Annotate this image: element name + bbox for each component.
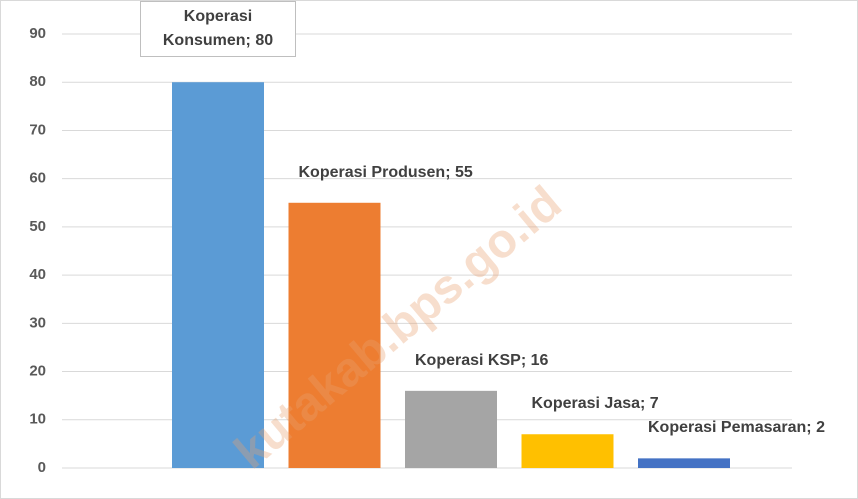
- y-tick-label: 70: [29, 121, 46, 138]
- y-tick-label: 0: [38, 459, 46, 476]
- data-label: Koperasi Pemasaran; 2: [648, 419, 825, 437]
- y-tick-label: 40: [29, 266, 46, 283]
- data-label: Koperasi Konsumen; 80: [140, 1, 296, 57]
- bar: [521, 434, 614, 468]
- y-tick-label: 60: [29, 170, 46, 187]
- data-label: Koperasi Jasa; 7: [531, 395, 659, 413]
- y-tick-label: 50: [29, 218, 46, 235]
- y-tick-label: 80: [29, 73, 46, 90]
- y-tick-label: 20: [29, 363, 46, 380]
- data-label: Koperasi KSP; 16: [415, 351, 549, 369]
- y-tick-label: 90: [29, 25, 46, 42]
- bar: [172, 82, 264, 468]
- y-tick-label: 30: [29, 314, 46, 331]
- y-tick-label: 10: [29, 411, 46, 428]
- bar: [638, 458, 730, 468]
- bar: [288, 202, 381, 468]
- data-label: Koperasi Produsen; 55: [298, 163, 473, 181]
- bar: [405, 390, 497, 468]
